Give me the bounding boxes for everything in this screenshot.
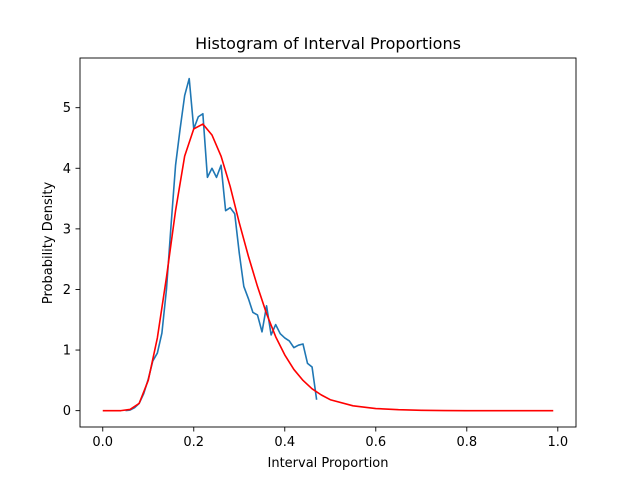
series-line-1 xyxy=(102,123,554,412)
x-axis-label: Interval Proportion xyxy=(268,456,389,471)
axes-frame xyxy=(79,57,577,428)
x-tick-label: 1.0 xyxy=(547,435,568,450)
y-tick-label: 3 xyxy=(63,222,71,237)
y-tick-label: 1 xyxy=(63,344,71,359)
series-line-0 xyxy=(125,77,318,412)
x-tick-label: 0.6 xyxy=(365,435,386,450)
y-tick-label: 5 xyxy=(63,101,71,116)
y-tick-label: 0 xyxy=(63,404,71,419)
x-tick-label: 0.4 xyxy=(274,435,295,450)
x-tick-label: 0.2 xyxy=(183,435,204,450)
x-tick-label: 0.0 xyxy=(92,435,113,450)
plot-area: 0.0 0.2 0.4 0.6 0.8 1.0 0 1 2 3 4 5 xyxy=(63,57,577,450)
chart-title: Histogram of Interval Proportions xyxy=(195,34,461,53)
y-tick-label: 4 xyxy=(63,162,71,177)
x-tick-label: 0.8 xyxy=(456,435,477,450)
y-axis-label: Probability Density xyxy=(41,182,56,305)
y-tick-label: 2 xyxy=(63,283,71,298)
